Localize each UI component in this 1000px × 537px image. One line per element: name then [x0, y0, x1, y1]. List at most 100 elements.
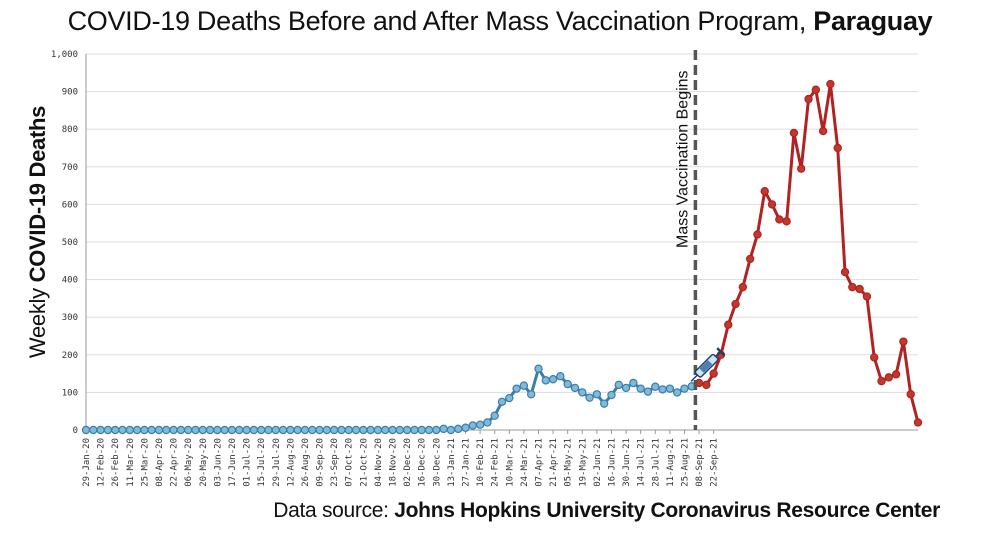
before-series-point: [629, 378, 638, 388]
before-series-point: [213, 425, 222, 435]
after-series-point: [826, 79, 835, 89]
after-series-point: [782, 217, 791, 226]
x-tick-label: 26-Feb-20: [111, 438, 121, 487]
after-series-point: [884, 373, 894, 382]
before-series-point: [337, 425, 346, 435]
syringe-fluid: [699, 360, 713, 373]
before-series-point: [563, 379, 572, 389]
data-source-name: Johns Hopkins University Coronavirus Res…: [394, 499, 940, 522]
after-series-point: [731, 299, 740, 309]
before-series-point: [607, 390, 616, 400]
before-series-point: [96, 425, 105, 435]
x-tick-label: 09-Sep-20: [316, 438, 326, 487]
before-series-point: [220, 425, 229, 435]
y-tick-label: 0: [73, 426, 78, 436]
after-series-point: [738, 282, 748, 292]
after-series-point: [804, 94, 813, 104]
x-tick-label: 10-Feb-21: [476, 438, 486, 487]
before-series-point: [505, 393, 514, 403]
after-series-point: [811, 85, 821, 94]
before-series-point: [432, 425, 441, 435]
x-tick-label: 16-Jun-21: [607, 438, 617, 487]
vaccination-annotation-label: Mass Vaccination Begins: [674, 70, 691, 248]
x-tick-labels: 29-Jan-20 12-Feb-20 26-Feb-20 11-Mar-20 25-M…: [82, 430, 720, 487]
before-series-point: [308, 425, 317, 435]
x-tick-label: 12-Feb-20: [97, 438, 107, 487]
before-series-point: [585, 393, 594, 402]
x-tick-label: 18-Nov-20: [389, 438, 399, 487]
chart-title: COVID-19 Deaths Before and After Mass Va…: [67, 6, 933, 36]
x-tick-label: 24-Feb-21: [491, 438, 501, 487]
before-series-point: [658, 385, 667, 394]
x-tick-label: 10-Mar-21: [505, 438, 515, 487]
before-series-point: [235, 425, 244, 435]
before-series-point: [424, 425, 434, 435]
x-tick-label: 01-Jul-20: [243, 438, 253, 487]
after-series-point: [818, 126, 828, 136]
after-series-point: [877, 376, 886, 386]
x-tick-label: 12-Aug-20: [286, 438, 296, 487]
before-series-point: [410, 425, 419, 435]
before-series-point: [140, 425, 149, 435]
before-series-point: [147, 425, 156, 435]
syringe-icon: [690, 347, 726, 382]
x-tick-label: 21-Apr-21: [549, 438, 559, 487]
after-series-point: [797, 164, 806, 173]
y-tick-label: 200: [62, 351, 78, 361]
x-tick-label: 13-Jan-21: [447, 438, 457, 487]
before-series-point: [103, 425, 113, 435]
before-series-point: [592, 390, 602, 399]
vaccination-annotation: Mass Vaccination Begins: [674, 50, 726, 430]
before-series-point: [351, 425, 361, 435]
before-series-point: [125, 425, 134, 435]
before-series-point: [665, 384, 675, 393]
before-series-point: [322, 425, 332, 435]
before-series-point: [242, 425, 251, 435]
after-series-point: [906, 390, 915, 399]
before-series-point: [81, 425, 91, 435]
before-series-point: [614, 380, 623, 390]
y-tick-label: 400: [62, 276, 78, 286]
after-series-point: [724, 320, 733, 329]
before-series-point: [454, 424, 463, 434]
before-series-point: [293, 425, 302, 435]
after-series-point: [870, 353, 879, 362]
y-tick-label: 900: [62, 88, 78, 98]
before-series-point: [315, 425, 324, 435]
x-tick-label: 07-Oct-20: [345, 438, 355, 487]
y-tick-label: 800: [62, 125, 78, 135]
x-tick-label: 08-Apr-20: [155, 438, 165, 487]
y-tick-label: 500: [62, 238, 78, 248]
before-series-point: [359, 425, 368, 435]
before-series-point: [191, 425, 200, 435]
before-series-point: [446, 425, 456, 435]
after-series-line: [698, 82, 920, 423]
after-series-point: [891, 370, 901, 379]
before-series-point: [395, 425, 405, 435]
before-series-point: [490, 411, 499, 420]
x-tick-label: 08-Sep-21: [695, 438, 705, 487]
before-series-point: [205, 425, 215, 435]
after-series-point: [760, 187, 769, 196]
before-series-point: [461, 423, 470, 432]
before-series-point: [651, 382, 660, 391]
before-series-point: [183, 425, 193, 435]
before-series-point: [89, 425, 98, 435]
before-series-point: [497, 397, 507, 406]
before-series-point: [526, 390, 536, 399]
x-tick-label: 29-Jan-20: [82, 438, 92, 487]
before-series-point: [118, 425, 127, 435]
before-series-point: [154, 425, 164, 435]
after-series-point: [745, 254, 755, 264]
before-series-point: [110, 425, 120, 435]
before-series-point: [483, 418, 492, 427]
x-tick-label: 25-Aug-21: [680, 438, 690, 487]
before-series-point: [286, 425, 295, 435]
x-tick-label: 17-Jun-20: [228, 438, 238, 487]
x-tick-label: 22-Sep-21: [710, 438, 720, 487]
before-series-point: [278, 425, 288, 435]
x-tick-label: 28-Jul-21: [651, 438, 661, 487]
x-tick-label: 20-May-20: [199, 438, 209, 487]
after-series-point: [848, 282, 857, 292]
before-series-point: [256, 425, 266, 435]
